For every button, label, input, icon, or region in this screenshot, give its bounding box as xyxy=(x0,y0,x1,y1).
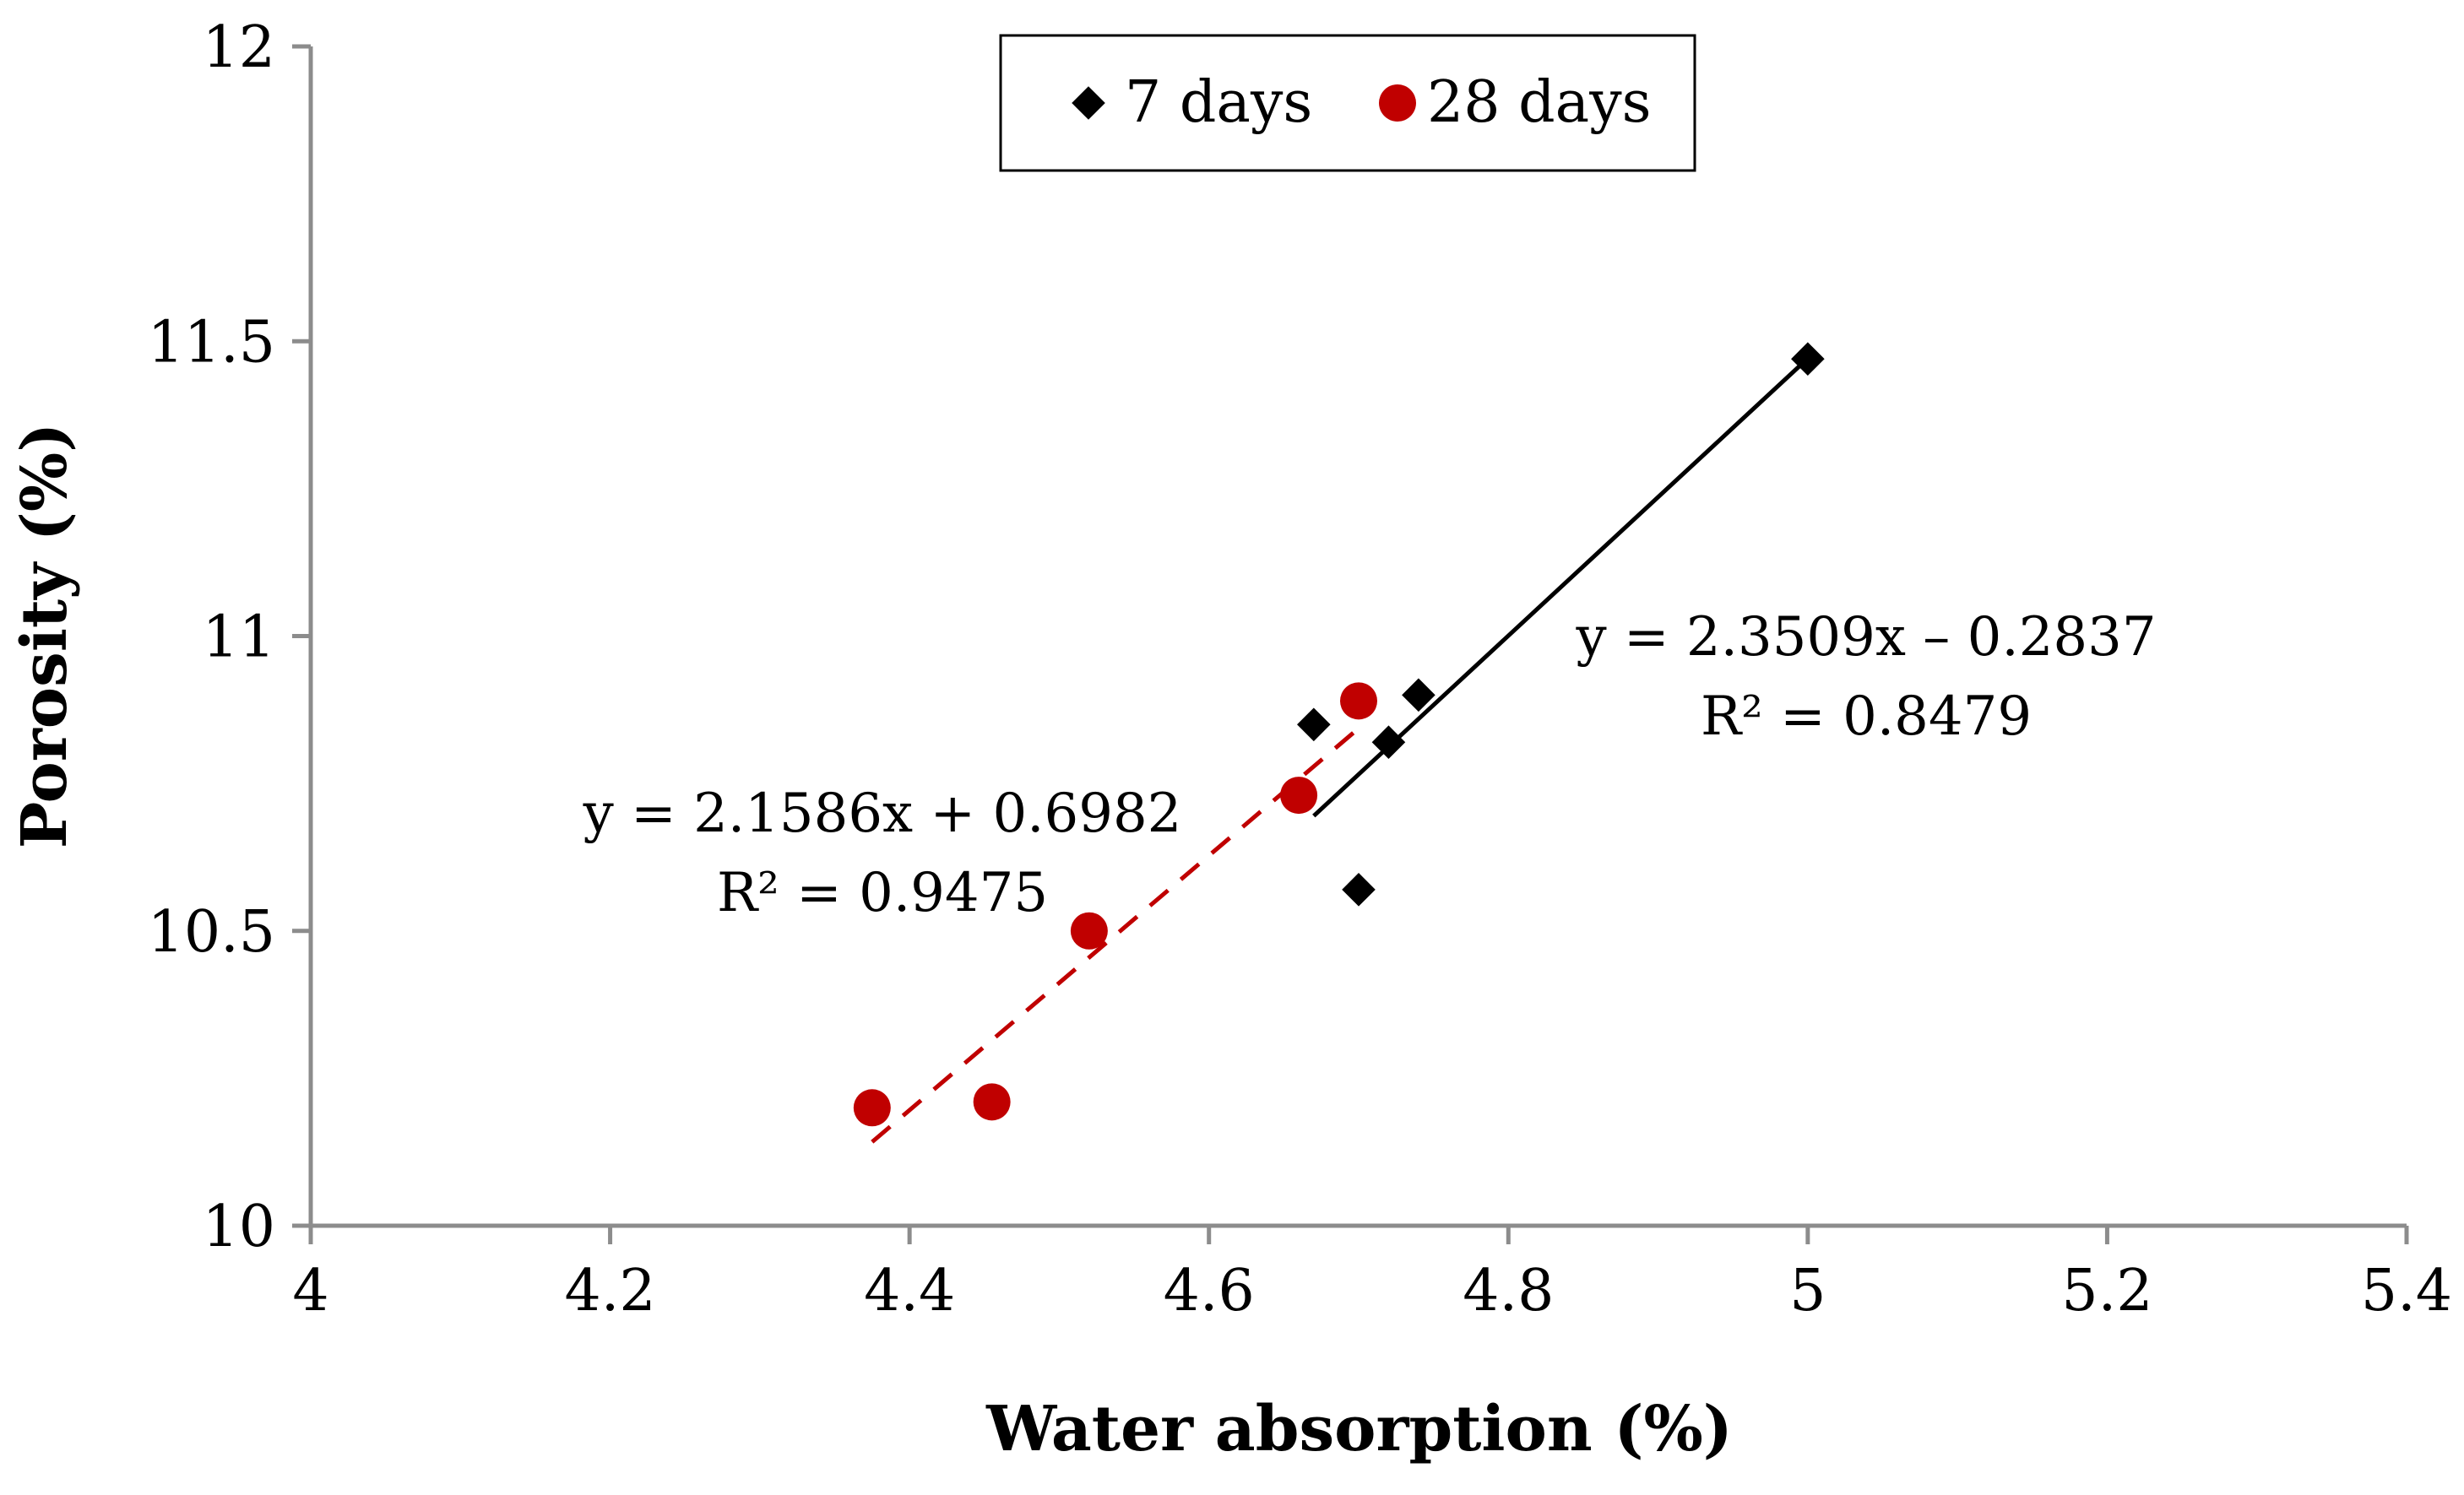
x-tick-label: 5.2 xyxy=(2061,1258,2152,1324)
x-tick-label: 4.6 xyxy=(1164,1258,1255,1324)
y-tick-label: 11 xyxy=(202,604,275,671)
x-axis-title: Water absorption (%) xyxy=(985,1393,1733,1465)
x-tick-label: 4.4 xyxy=(864,1258,955,1324)
trendlines xyxy=(871,356,1810,1144)
equation-28-days: y = 2.1586x + 0.6982 R² = 0.9475 xyxy=(583,783,1182,924)
y-tick-label: 10 xyxy=(202,1194,275,1260)
axis-ticks xyxy=(292,44,2409,1244)
x-tick-label: 4 xyxy=(292,1258,328,1324)
axis-tick-labels: 4 4.2 4.4 4.6 4.8 5 5.2 5.4 10 10.5 11 11.5 12 xyxy=(148,14,2452,1324)
trend-equation-28-days: y = 2.1586x + 0.6982 xyxy=(583,783,1182,845)
x-tick-label: 5 xyxy=(1789,1258,1826,1324)
data-point-28-days xyxy=(1340,682,1377,720)
y-tick-label: 11.5 xyxy=(148,309,275,376)
x-tick-label: 4.8 xyxy=(1463,1258,1554,1324)
trend-equation-7-days: y = 2.3509x – 0.2837 xyxy=(1575,606,2156,669)
legend: 7 days 28 days xyxy=(999,34,1696,172)
x-tick-label: 5.4 xyxy=(2361,1258,2452,1324)
equation-7-days: y = 2.3509x – 0.2837 R² = 0.8479 xyxy=(1575,606,2156,748)
legend-marker-28-days xyxy=(1379,84,1416,122)
y-axis-title: Porosity (%) xyxy=(8,423,81,848)
legend-box xyxy=(999,34,1696,172)
data-point-7-days xyxy=(1402,678,1436,712)
y-tick-label: 10.5 xyxy=(148,899,275,966)
data-point-7-days xyxy=(1791,342,1825,376)
trendline-28-days xyxy=(871,726,1360,1144)
data-point-7-days xyxy=(1297,707,1331,742)
x-tick-label: 4.2 xyxy=(564,1258,655,1324)
data-point-28-days xyxy=(853,1089,891,1127)
y-tick-label: 12 xyxy=(202,14,275,81)
trend-r2-28-days: R² = 0.9475 xyxy=(717,862,1048,924)
data-point-28-days xyxy=(1070,912,1108,950)
trend-r2-7-days: R² = 0.8479 xyxy=(1701,685,2032,748)
data-point-7-days xyxy=(1342,873,1376,907)
legend-label-7-days: 7 days xyxy=(1125,69,1312,136)
data-point-7-days xyxy=(1371,725,1406,760)
data-markers xyxy=(853,342,1825,1127)
data-point-28-days xyxy=(1280,777,1318,815)
legend-label-28-days: 28 days xyxy=(1427,69,1652,136)
data-point-28-days xyxy=(973,1083,1011,1121)
